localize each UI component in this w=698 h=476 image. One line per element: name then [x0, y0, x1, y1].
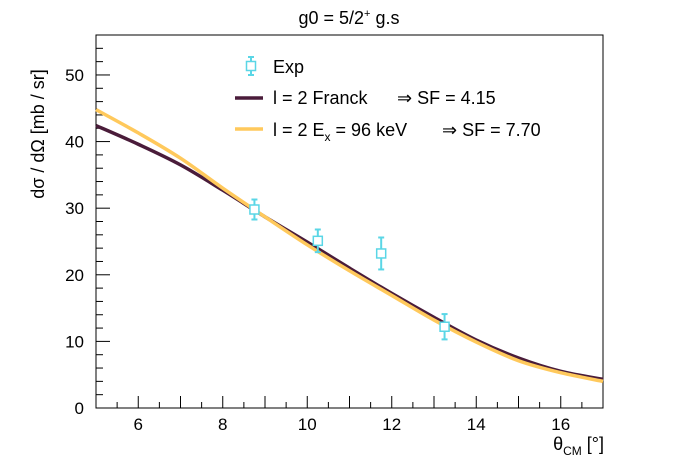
exp-marker [439, 321, 450, 332]
legend-exp-marker [245, 60, 257, 72]
chart-title-main: g0 = 5/2 [298, 8, 364, 28]
chart-title-superscript: + [364, 8, 370, 20]
legend-franck-label: l = 2 Franck [273, 88, 369, 108]
y-axis-label: dσ / dΩ [mb / sr] [28, 69, 48, 199]
legend: Exp l = 2 Franck ⇒ SF = 4.15 l = 2 Ex = … [235, 56, 541, 144]
exp-marker [312, 235, 324, 247]
series-lines [95, 108, 604, 384]
x-tick-label: 8 [218, 415, 227, 434]
exp-marker [375, 248, 387, 259]
x-tick-label: 12 [382, 415, 401, 434]
series-line-1 [95, 123, 604, 382]
y-tick-label: 0 [75, 399, 84, 418]
y-tick-label: 50 [65, 66, 84, 85]
x-axis-label-unit: [°] [582, 434, 604, 454]
experimental-points [249, 198, 450, 341]
x-tick-label: 16 [551, 415, 570, 434]
y-axis: 0 10 20 30 40 50 [65, 34, 110, 418]
x-tick-label: 6 [134, 415, 143, 434]
y-tick-label: 10 [65, 332, 84, 351]
series-line-2 [95, 108, 604, 384]
y-tick-label: 30 [65, 199, 84, 218]
exp-marker [249, 204, 260, 215]
legend-ex96-label-main: l = 2 E [273, 120, 325, 140]
x-tick-label: 14 [467, 415, 486, 434]
legend-franck-sf: ⇒ SF = 4.15 [397, 88, 496, 108]
y-tick-label: 20 [65, 266, 84, 285]
x-axis-label-main: θ [553, 434, 563, 454]
x-axis-label-subscript: CM [563, 444, 582, 458]
x-axis-label: θCM [°] [553, 434, 604, 458]
x-tick-label: 10 [298, 415, 317, 434]
y-tick-label: 40 [65, 133, 84, 152]
legend-item-exp: Exp [245, 56, 304, 77]
chart-title-tail: g.s [370, 8, 399, 28]
exp-point [312, 228, 324, 254]
exp-point [439, 313, 450, 341]
x-axis: 6 8 10 12 14 16 [95, 396, 604, 434]
legend-ex96-label-tail: = 96 keV [331, 120, 408, 140]
chart-title: g0 = 5/2+ g.s [298, 8, 399, 28]
legend-item-ex96: l = 2 Ex = 96 keV ⇒ SF = 7.70 [235, 120, 541, 144]
legend-item-franck: l = 2 Franck ⇒ SF = 4.15 [235, 88, 496, 108]
legend-ex96-label-subscript: x [325, 130, 331, 144]
exp-point [375, 236, 387, 271]
legend-ex96-label: l = 2 Ex = 96 keV [273, 120, 407, 144]
exp-point [249, 198, 260, 221]
legend-exp-label: Exp [273, 57, 304, 77]
legend-ex96-sf: ⇒ SF = 7.70 [442, 120, 541, 140]
